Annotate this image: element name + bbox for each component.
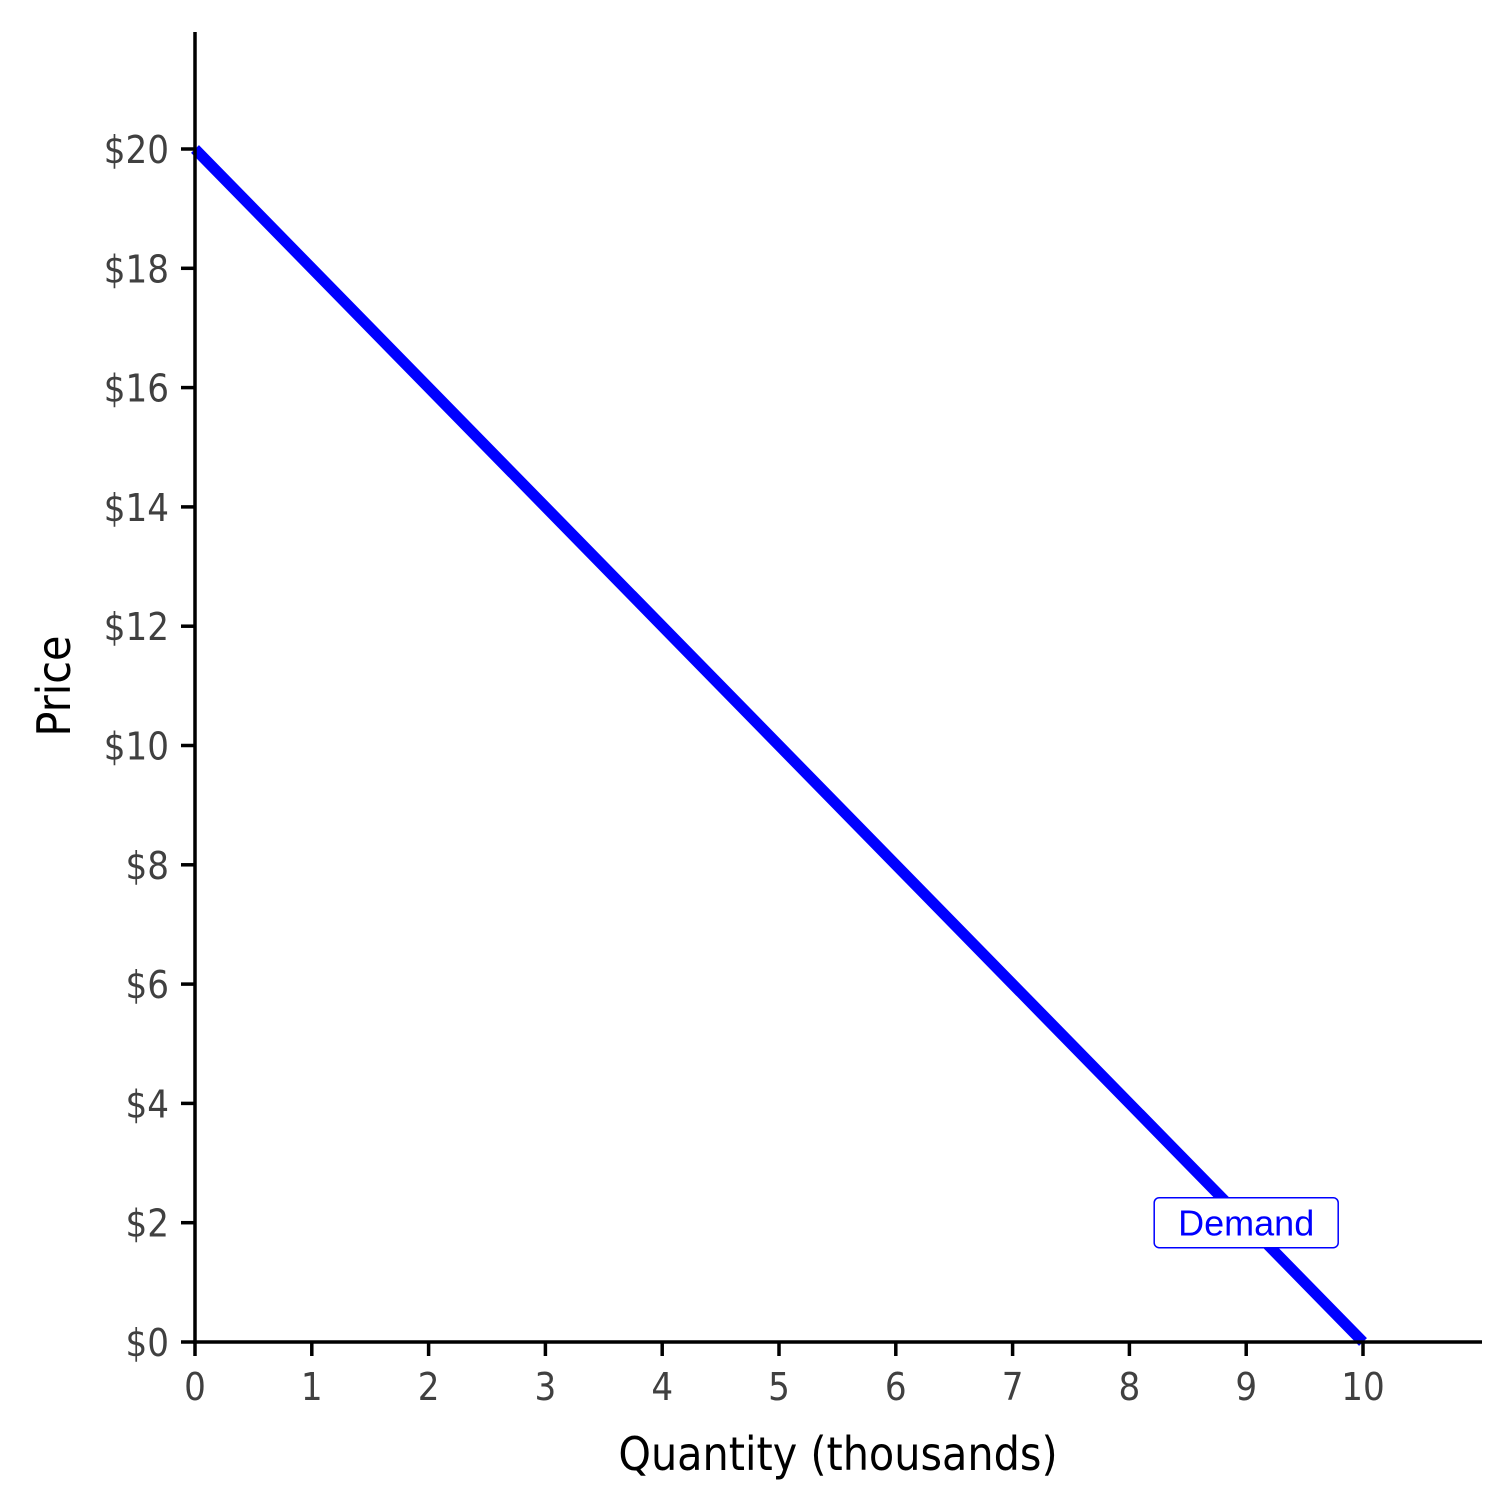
x-axis-ticks: 0 1 2 3 4 5 6 7 8 9 10	[184, 1342, 1385, 1409]
y-tick-label: $2	[126, 1202, 170, 1246]
y-axis-ticks: $0 $2 $4 $6 $8 $10 $12 $14 $16 $18 $20	[104, 128, 195, 1365]
y-tick-label: $4	[126, 1082, 170, 1126]
x-tick-label: 5	[768, 1365, 790, 1409]
x-tick-label: 9	[1235, 1365, 1257, 1409]
y-tick-label: $12	[104, 605, 169, 649]
axes-layer	[193, 32, 1482, 1344]
y-axis-title: Price	[27, 636, 81, 737]
y-tick-label: $0	[126, 1321, 170, 1365]
y-tick-label: $16	[104, 367, 169, 411]
y-tick-label: $10	[104, 725, 169, 769]
x-tick-label: 10	[1341, 1365, 1385, 1409]
series-label-layer: Demand	[1153, 1196, 1339, 1249]
y-tick-label: $8	[126, 844, 170, 888]
x-tick-label: 8	[1119, 1365, 1141, 1409]
x-axis-title: Quantity (thousands)	[618, 1427, 1057, 1481]
x-tick-label: 3	[535, 1365, 557, 1409]
y-tick-label: $18	[104, 247, 169, 291]
demand-label-box	[1153, 1196, 1339, 1249]
series-layer	[191, 145, 1367, 1346]
y-tick-label: $20	[104, 128, 169, 172]
y-tick-label: $14	[104, 486, 169, 530]
x-tick-label: 4	[651, 1365, 673, 1409]
x-tick-label: 1	[301, 1365, 323, 1409]
x-tick-label: 0	[184, 1365, 206, 1409]
x-tick-label: 2	[418, 1365, 440, 1409]
demand-line	[191, 145, 1367, 1346]
x-tick-label: 6	[885, 1365, 907, 1409]
demand-label: Demand	[1178, 1203, 1314, 1244]
x-tick-label: 7	[1002, 1365, 1024, 1409]
y-tick-label: $6	[126, 963, 170, 1007]
